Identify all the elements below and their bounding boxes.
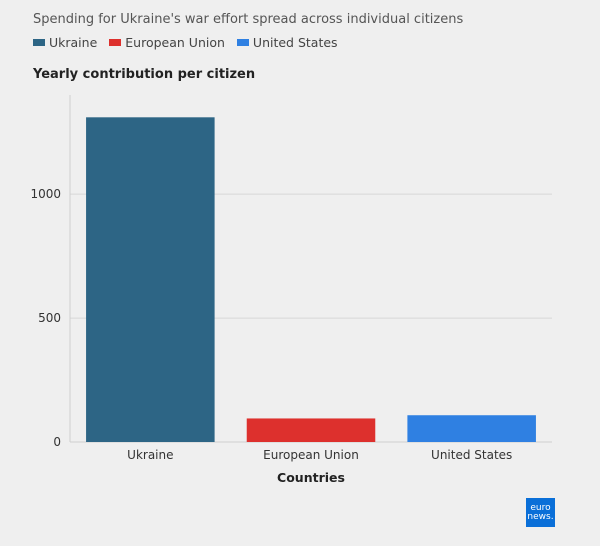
bar-ukraine — [86, 117, 215, 443]
legend: Ukraine European Union United States — [33, 35, 338, 50]
x-tick-label-united-states: United States — [431, 448, 512, 462]
logo-line-1: euro — [530, 502, 551, 513]
legend-item-united-states[interactable]: United States — [236, 35, 338, 50]
x-tick-label-ukraine: Ukraine — [127, 448, 173, 462]
chart-subtitle: Spending for Ukraine's war effort spread… — [33, 12, 464, 27]
x-tick-label-european-union: European Union — [263, 448, 359, 462]
x-axis-label: Countries — [277, 470, 345, 485]
bar-european-union — [246, 418, 376, 442]
legend-label-ukraine: Ukraine — [49, 35, 98, 50]
legend-label-european-union: European Union — [125, 35, 225, 50]
legend-item-european-union[interactable]: European Union — [109, 35, 225, 50]
legend-label-united-states: United States — [252, 35, 338, 50]
chart-title: Yearly contribution per citizen — [33, 67, 256, 82]
legend-swatch-european-union — [109, 39, 122, 46]
logo-line-2: news. — [527, 511, 554, 522]
y-tick-label-500: 500 — [38, 311, 61, 325]
y-tick-label-0: 0 — [53, 435, 61, 449]
legend-item-ukraine[interactable]: Ukraine — [33, 35, 97, 50]
y-tick-label-1000: 1000 — [30, 187, 61, 201]
bar-united-states — [407, 415, 536, 442]
euronews-logo: euro news. — [526, 498, 555, 527]
legend-swatch-united-states — [236, 39, 249, 46]
legend-swatch-ukraine — [33, 39, 45, 46]
